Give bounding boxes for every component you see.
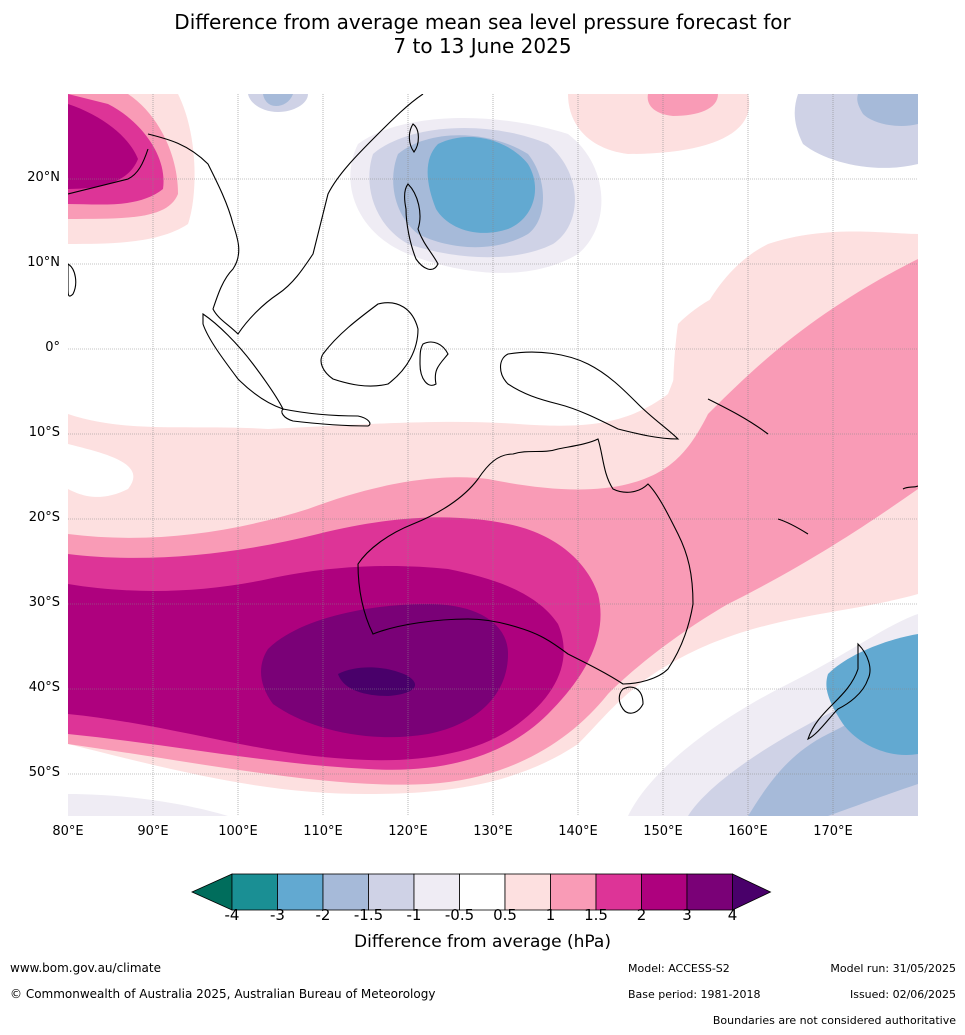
colorbar-swatch: [459, 873, 506, 911]
colorbar-tick-label: 0.5: [493, 906, 517, 924]
colorbar-tick-label: -1: [406, 906, 422, 924]
lon-label-90e: 90°E: [137, 824, 169, 839]
lat-label-40s: 40°S: [28, 680, 60, 695]
footer-model: Model: ACCESS-S2: [628, 962, 730, 975]
lon-label-100e: 100°E: [218, 824, 258, 839]
lon-label-80e: 80°E: [52, 824, 84, 839]
colorbar-graphic: [191, 873, 772, 911]
colorbar-swatch: [277, 873, 324, 911]
lat-label-0: 0°: [45, 340, 60, 355]
map-title: Difference from average mean sea level p…: [0, 10, 965, 58]
pressure-anomaly-map: [68, 94, 918, 816]
colorbar-tick-label: -4: [224, 906, 240, 924]
lat-label-20n: 20°N: [27, 170, 60, 185]
footer-copyright: © Commonwealth of Australia 2025, Austra…: [10, 987, 436, 1001]
title-line-2: 7 to 13 June 2025: [393, 34, 572, 58]
lat-label-10s: 10°S: [28, 425, 60, 440]
colorbar-swatch: [413, 873, 460, 911]
map-panel: [68, 94, 918, 816]
lat-label-50s: 50°S: [28, 765, 60, 780]
colorbar: [190, 872, 780, 912]
lat-label-20s: 20°S: [28, 510, 60, 525]
lon-label-170e: 170°E: [813, 824, 853, 839]
colorbar-over-arrow: [732, 873, 772, 911]
colorbar-swatch: [686, 873, 733, 911]
colorbar-tick-label: -2: [315, 906, 331, 924]
footer-website: www.bom.gov.au/climate: [10, 961, 161, 975]
lon-label-150e: 150°E: [643, 824, 683, 839]
colorbar-swatch: [550, 873, 597, 911]
colorbar-tick-label: 4: [727, 906, 738, 924]
colorbar-under-arrow: [191, 873, 233, 911]
colorbar-swatch: [504, 873, 551, 911]
colorbar-swatch: [368, 873, 415, 911]
colorbar-tick-label: 2: [636, 906, 647, 924]
colorbar-swatch: [595, 873, 642, 911]
footer-issued: Issued: 02/06/2025: [849, 988, 956, 1001]
colorbar-swatch: [231, 873, 278, 911]
coastlines: [68, 94, 918, 741]
colorbar-tick-label: -3: [270, 906, 285, 924]
lon-label-120e: 120°E: [388, 824, 428, 839]
colorbar-swatch: [322, 873, 369, 911]
colorbar-tick-label: 3: [682, 906, 692, 924]
colorbar-tick-label: -1.5: [353, 906, 384, 924]
colorbar-tick-label: -0.5: [444, 906, 475, 924]
lon-label-160e: 160°E: [728, 824, 768, 839]
colorbar-label: Difference from average (hPa): [354, 932, 611, 952]
lat-label-10n: 10°N: [27, 255, 60, 270]
title-line-1: Difference from average mean sea level p…: [174, 10, 791, 34]
lon-label-130e: 130°E: [473, 824, 513, 839]
colorbar-tick-label: 1.5: [584, 906, 608, 924]
footer-disclaimer: Boundaries are not considered authoritat…: [712, 1014, 956, 1027]
lat-label-30s: 30°S: [28, 595, 60, 610]
footer-model-run: Model run: 31/05/2025: [830, 962, 956, 975]
lon-label-110e: 110°E: [303, 824, 343, 839]
lon-label-140e: 140°E: [558, 824, 598, 839]
colorbar-tick-label: 1: [545, 906, 556, 924]
colorbar-swatch: [641, 873, 688, 911]
footer-base-period: Base period: 1981-2018: [628, 988, 761, 1001]
